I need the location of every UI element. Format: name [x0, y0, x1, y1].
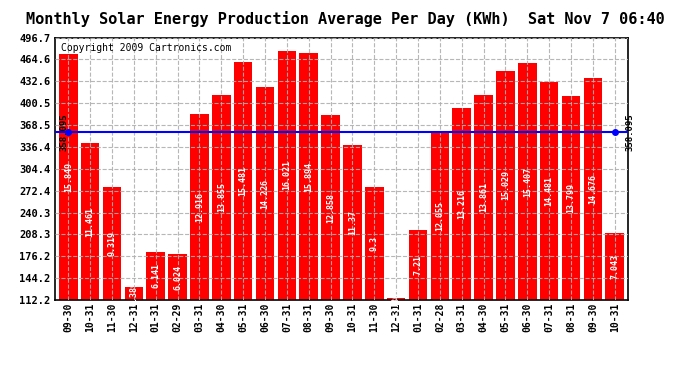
Text: 7.21: 7.21: [413, 255, 422, 275]
Text: 13.216: 13.216: [457, 189, 466, 219]
Bar: [299, 53, 318, 375]
Text: 7.043: 7.043: [610, 254, 620, 279]
Bar: [387, 298, 406, 375]
Text: 3.861: 3.861: [392, 286, 401, 312]
Bar: [277, 51, 296, 375]
Text: 4.389: 4.389: [130, 281, 139, 306]
Bar: [190, 114, 209, 375]
Text: 358.095: 358.095: [59, 113, 68, 151]
Bar: [431, 131, 449, 375]
Bar: [256, 87, 275, 375]
Bar: [540, 82, 558, 375]
Text: 12.916: 12.916: [195, 192, 204, 222]
Text: 14.226: 14.226: [261, 178, 270, 209]
Text: 14.676: 14.676: [589, 174, 598, 204]
Text: 15.481: 15.481: [239, 166, 248, 196]
Bar: [518, 63, 537, 375]
Bar: [562, 96, 580, 375]
Text: 11.37: 11.37: [348, 210, 357, 235]
Text: 15.894: 15.894: [304, 162, 313, 192]
Bar: [365, 188, 384, 375]
Text: 15.029: 15.029: [501, 170, 510, 200]
Text: 358.095: 358.095: [626, 113, 635, 151]
Bar: [408, 230, 427, 375]
Text: 14.481: 14.481: [544, 176, 553, 206]
Text: 6.024: 6.024: [173, 264, 182, 290]
Text: 6.141: 6.141: [151, 263, 160, 288]
Bar: [584, 78, 602, 375]
Bar: [343, 145, 362, 375]
Text: 11.461: 11.461: [86, 207, 95, 237]
Bar: [322, 115, 340, 375]
Bar: [146, 252, 165, 375]
Text: 16.021: 16.021: [282, 160, 291, 190]
Text: 15.849: 15.849: [63, 162, 73, 192]
Bar: [168, 254, 187, 375]
Bar: [212, 95, 230, 375]
Text: 9.3: 9.3: [370, 236, 379, 251]
Text: Monthly Solar Energy Production Average Per Day (KWh)  Sat Nov 7 06:40: Monthly Solar Energy Production Average …: [26, 11, 664, 27]
Bar: [606, 233, 624, 375]
Bar: [125, 287, 144, 375]
Bar: [453, 108, 471, 375]
Text: 13.855: 13.855: [217, 182, 226, 212]
Bar: [496, 71, 515, 375]
Text: 13.861: 13.861: [479, 182, 488, 212]
Bar: [81, 143, 99, 375]
Text: 9.319: 9.319: [108, 231, 117, 256]
Text: 13.799: 13.799: [566, 183, 575, 213]
Text: 15.407: 15.407: [523, 166, 532, 196]
Bar: [234, 62, 253, 375]
Bar: [59, 54, 77, 375]
Text: 12.858: 12.858: [326, 192, 335, 222]
Text: 12.055: 12.055: [435, 201, 444, 231]
Text: Copyright 2009 Cartronics.com: Copyright 2009 Cartronics.com: [61, 43, 231, 53]
Bar: [474, 94, 493, 375]
Bar: [103, 187, 121, 375]
